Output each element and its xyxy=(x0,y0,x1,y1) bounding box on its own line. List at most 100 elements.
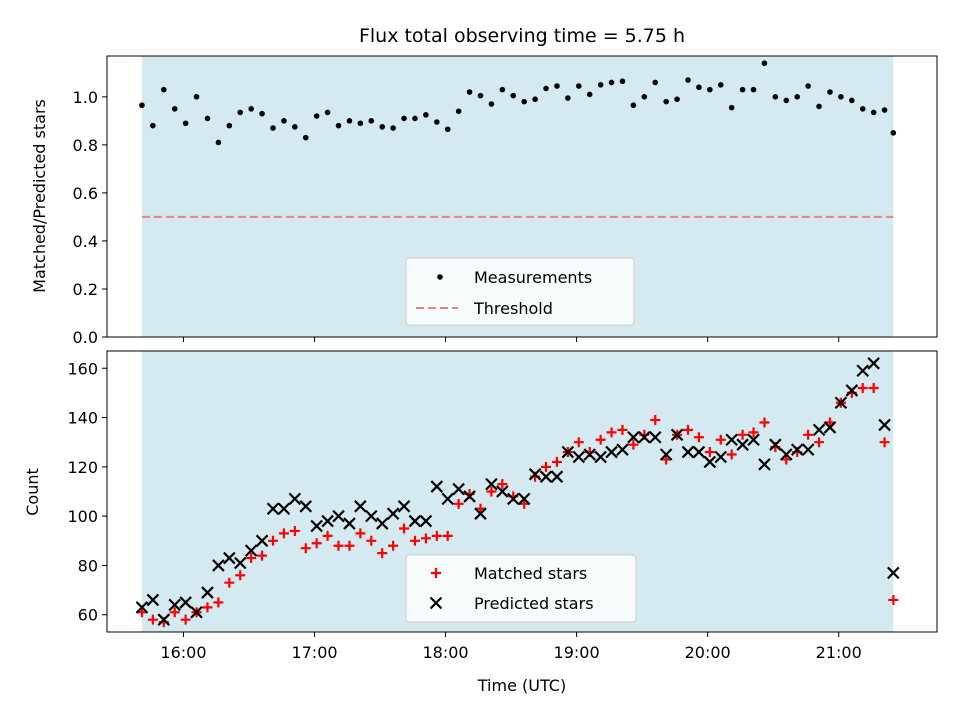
matched-star-point xyxy=(180,614,191,625)
measurement-point xyxy=(707,86,713,93)
matched-star-point xyxy=(715,434,726,445)
predicted-star-point xyxy=(190,606,203,619)
matched-star-point xyxy=(595,434,606,445)
predicted-star-point xyxy=(354,500,367,513)
measurement-point xyxy=(510,92,517,99)
predicted-star-point xyxy=(408,514,422,528)
measurement-point xyxy=(685,77,691,83)
matched-star-point xyxy=(169,607,180,618)
measurement-point xyxy=(849,97,855,104)
legend-measurements-label: Measurements xyxy=(474,268,592,287)
top-y-axis-label: Matched/Predicted stars xyxy=(30,99,49,293)
x-tick-label: 19:00 xyxy=(554,643,600,662)
matched-star-point xyxy=(355,528,366,539)
matched-star-point xyxy=(726,449,737,460)
measurement-point xyxy=(226,122,233,129)
measurement-point xyxy=(368,118,375,124)
top-plot-frame xyxy=(106,55,938,338)
measurement-point xyxy=(783,97,790,104)
predicted-star-point xyxy=(692,445,706,459)
bottom-y-axis-label: Count xyxy=(23,468,42,516)
predicted-star-point xyxy=(834,396,848,410)
measurement-point xyxy=(663,98,669,105)
top-y-tick-label: 1.0 xyxy=(73,88,98,107)
top-legend: Measurements Threshold xyxy=(405,257,635,326)
matched-star-point xyxy=(147,614,158,625)
measurement-point xyxy=(641,94,648,100)
predicted-star-point xyxy=(594,450,607,464)
top-y-tick-label: 0.4 xyxy=(73,232,98,251)
predicted-star-point xyxy=(255,534,269,548)
measurement-point xyxy=(586,91,593,98)
matched-star-point xyxy=(693,432,704,443)
predicted-star-point xyxy=(572,450,586,464)
matched-star-point xyxy=(322,530,333,541)
predicted-star-point xyxy=(343,517,356,530)
predicted-star-point xyxy=(266,502,280,516)
predicted-star-point xyxy=(878,418,891,432)
measurement-point xyxy=(652,79,659,86)
measurement-point xyxy=(423,112,429,118)
measurement-point xyxy=(160,86,167,93)
measurement-point xyxy=(150,122,156,129)
measurement-point xyxy=(554,83,560,89)
matched-star-point xyxy=(431,530,442,541)
predicted-star-point xyxy=(790,443,804,456)
matched-star-point xyxy=(268,535,278,546)
predicted-star-point xyxy=(528,467,542,481)
predicted-star-point xyxy=(703,455,717,469)
matched-star-point xyxy=(857,382,868,393)
bottom-y-tick-label: 80 xyxy=(78,556,98,575)
matched-star-point xyxy=(748,427,759,438)
predicted-star-point xyxy=(506,492,520,506)
matched-star-point xyxy=(803,429,814,440)
bottom-panel: Count Time (UTC) 60 80 100 120 140 160 16:00 17… xyxy=(23,350,938,695)
legend-measurement-marker xyxy=(437,274,443,280)
matched-star-point xyxy=(879,437,890,448)
matched-star-point xyxy=(661,454,672,465)
predicted-star-point xyxy=(517,492,531,506)
predicted-star-point xyxy=(397,500,411,513)
matched-star-point xyxy=(781,454,792,465)
x-tick-label: 20:00 xyxy=(685,643,731,662)
legend-box xyxy=(405,257,635,326)
measurement-point xyxy=(499,86,506,93)
predicted-star-point xyxy=(769,438,782,451)
predicted-star-point xyxy=(310,519,323,533)
predicted-star-point xyxy=(146,593,160,607)
matched-star-point xyxy=(868,382,879,393)
measurement-point xyxy=(532,96,538,103)
matched-star-point xyxy=(888,594,899,605)
predicted-star-point xyxy=(277,502,291,516)
measurement-point xyxy=(575,83,582,89)
top-y-tick-label: 0.2 xyxy=(73,280,98,299)
predicted-star-point xyxy=(638,430,651,444)
chart-title: Flux total observing time = 5.75 h xyxy=(359,25,685,47)
predicted-star-point xyxy=(550,470,564,483)
x-tick-label: 21:00 xyxy=(816,643,862,662)
predicted-star-point xyxy=(201,586,214,599)
measurement-point xyxy=(488,101,495,107)
predicted-star-point xyxy=(157,613,171,626)
top-y-tick-label: 0.8 xyxy=(73,136,98,155)
measurement-point xyxy=(248,106,254,112)
predicted-star-point xyxy=(430,480,444,493)
measurement-point xyxy=(292,124,298,130)
predicted-star-point xyxy=(812,423,826,437)
measurement-point xyxy=(477,92,484,99)
measurement-point xyxy=(313,113,320,119)
matched-star-point xyxy=(278,528,289,539)
matched-star-point xyxy=(246,553,257,564)
bottom-y-tick-label: 160 xyxy=(67,359,98,378)
matched-star-point xyxy=(224,577,235,588)
measurement-point xyxy=(281,118,287,124)
predicted-star-point xyxy=(801,443,815,456)
x-tick-label: 17:00 xyxy=(291,643,337,662)
predicted-star-point xyxy=(485,477,498,491)
bottom-y-tick-label: 120 xyxy=(67,458,98,477)
matched-star-point xyxy=(311,538,322,549)
legend-matched-label: Matched stars xyxy=(474,564,587,583)
matched-star-point xyxy=(541,461,552,472)
measurement-point xyxy=(728,104,735,111)
measurement-point xyxy=(608,79,615,86)
